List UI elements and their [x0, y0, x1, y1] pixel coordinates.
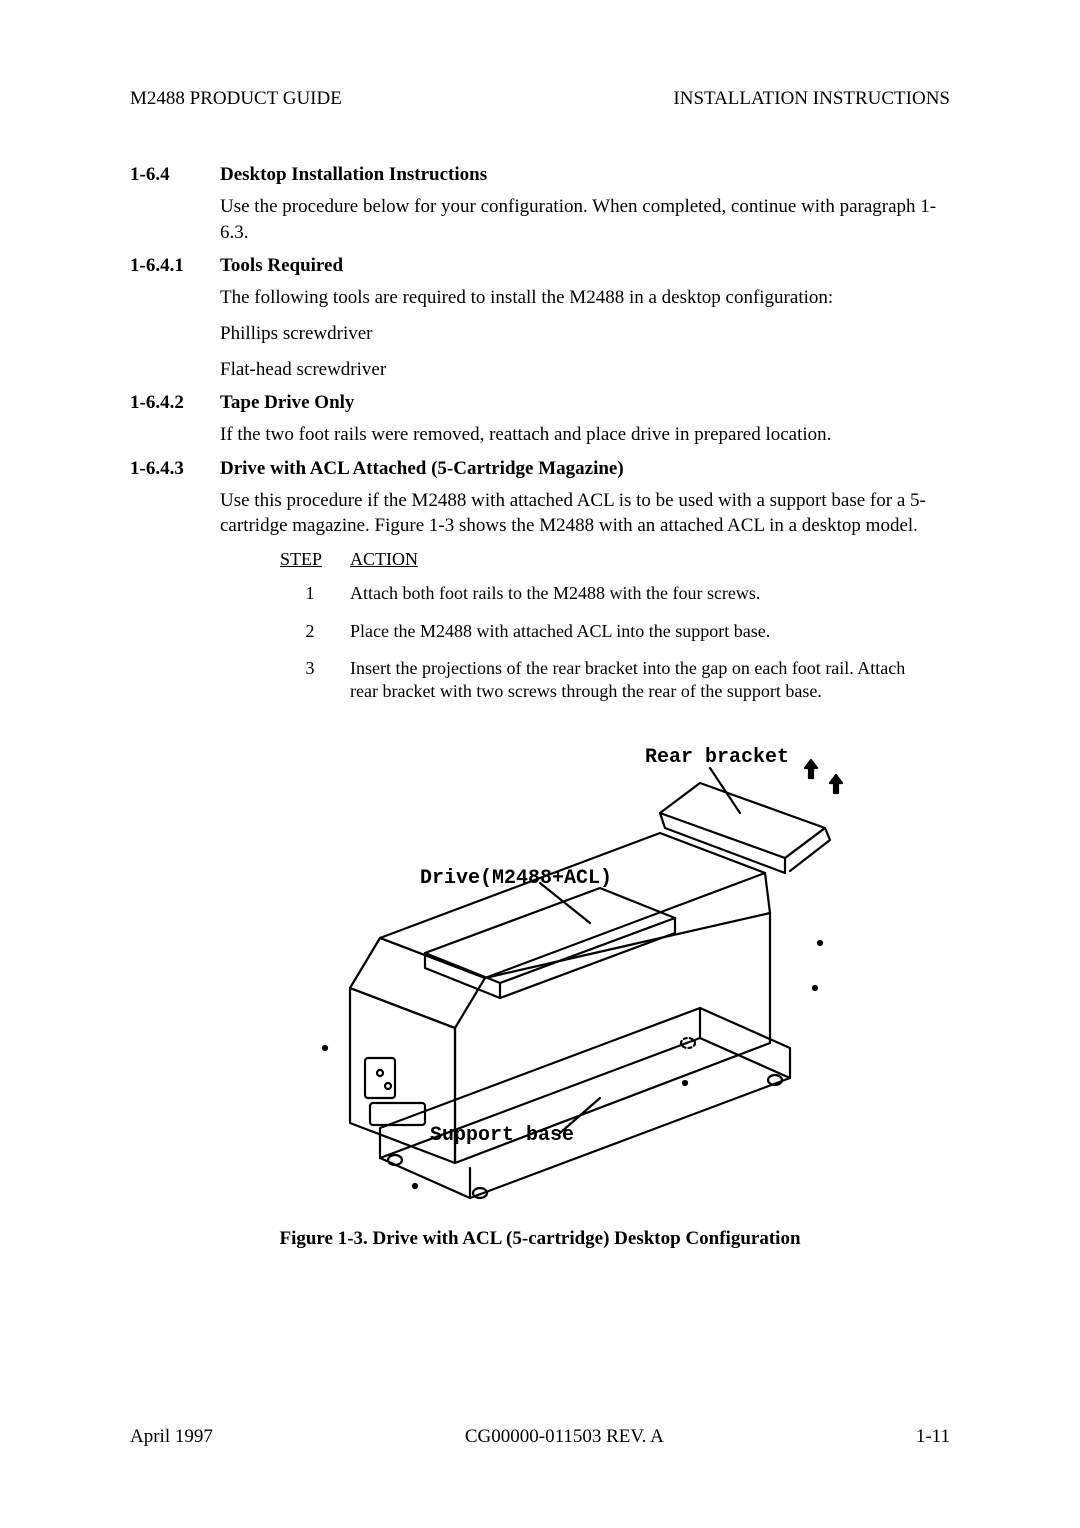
label-drive: Drive(M2488+ACL) [420, 867, 612, 890]
section-title: Tape Drive Only [220, 392, 354, 414]
step-number: 2 [280, 620, 350, 643]
label-support-base: Support base [430, 1124, 574, 1147]
page: M2488 PRODUCT GUIDE INSTALLATION INSTRUC… [0, 0, 1080, 1528]
section-para: If the two foot rails were removed, reat… [220, 422, 950, 448]
section-number: 1-6.4 [130, 164, 220, 186]
step-row: 2 Place the M2488 with attached ACL into… [280, 620, 950, 643]
step-action: Attach both foot rails to the M2488 with… [350, 582, 950, 605]
footer-docnum: CG00000-011503 REV. A [465, 1426, 664, 1448]
section-title: Desktop Installation Instructions [220, 164, 487, 186]
header-left: M2488 PRODUCT GUIDE [130, 88, 342, 110]
footer-pagenum: 1-11 [916, 1426, 950, 1448]
section-para: The following tools are required to inst… [220, 285, 950, 311]
step-row: 1 Attach both foot rails to the M2488 wi… [280, 582, 950, 605]
section-number: 1-6.4.2 [130, 392, 220, 414]
section-para: Use this procedure if the M2488 with att… [220, 488, 950, 539]
section-1-6-4: 1-6.4 Desktop Installation Instructions [130, 164, 950, 186]
section-title: Drive with ACL Attached (5-Cartridge Mag… [220, 458, 624, 480]
footer-date: April 1997 [130, 1426, 213, 1448]
step-action: Place the M2488 with attached ACL into t… [350, 620, 950, 643]
section-1-6-4-3: 1-6.4.3 Drive with ACL Attached (5-Cartr… [130, 458, 950, 480]
page-footer: April 1997 CG00000-011503 REV. A 1-11 [130, 1426, 950, 1448]
step-number: 1 [280, 582, 350, 605]
label-rear-bracket: Rear bracket [645, 746, 789, 769]
step-table-header: STEP ACTION [280, 549, 950, 570]
step-table: STEP ACTION 1 Attach both foot rails to … [280, 549, 950, 704]
action-col-header: ACTION [350, 549, 418, 570]
section-para: Use the procedure below for your configu… [220, 194, 950, 245]
section-number: 1-6.4.3 [130, 458, 220, 480]
section-1-6-4-2: 1-6.4.2 Tape Drive Only [130, 392, 950, 414]
step-number: 3 [280, 657, 350, 704]
figure-caption: Figure 1-3. Drive with ACL (5-cartridge)… [130, 1228, 950, 1250]
section-1-6-4-1: 1-6.4.1 Tools Required [130, 255, 950, 277]
figure-1-3: Rear bracket Drive(M2488+ACL) Support ba… [130, 728, 950, 1208]
drive-diagram: Rear bracket Drive(M2488+ACL) Support ba… [230, 728, 850, 1208]
step-row: 3 Insert the projections of the rear bra… [280, 657, 950, 704]
tool-item: Phillips screwdriver [220, 321, 950, 347]
running-header: M2488 PRODUCT GUIDE INSTALLATION INSTRUC… [130, 88, 950, 110]
section-number: 1-6.4.1 [130, 255, 220, 277]
section-title: Tools Required [220, 255, 343, 277]
step-action: Insert the projections of the rear brack… [350, 657, 950, 704]
tool-item: Flat-head screwdriver [220, 357, 950, 383]
step-col-header: STEP [280, 549, 350, 570]
header-right: INSTALLATION INSTRUCTIONS [673, 88, 950, 110]
